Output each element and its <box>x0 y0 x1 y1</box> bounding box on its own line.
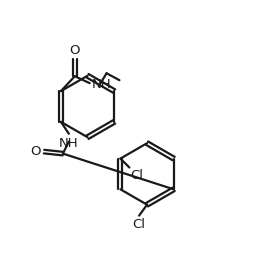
Text: O: O <box>70 44 80 57</box>
Text: O: O <box>30 145 40 158</box>
Text: NH: NH <box>59 137 79 150</box>
Text: NH: NH <box>92 78 111 91</box>
Text: Cl: Cl <box>130 170 143 182</box>
Text: Cl: Cl <box>133 217 146 231</box>
